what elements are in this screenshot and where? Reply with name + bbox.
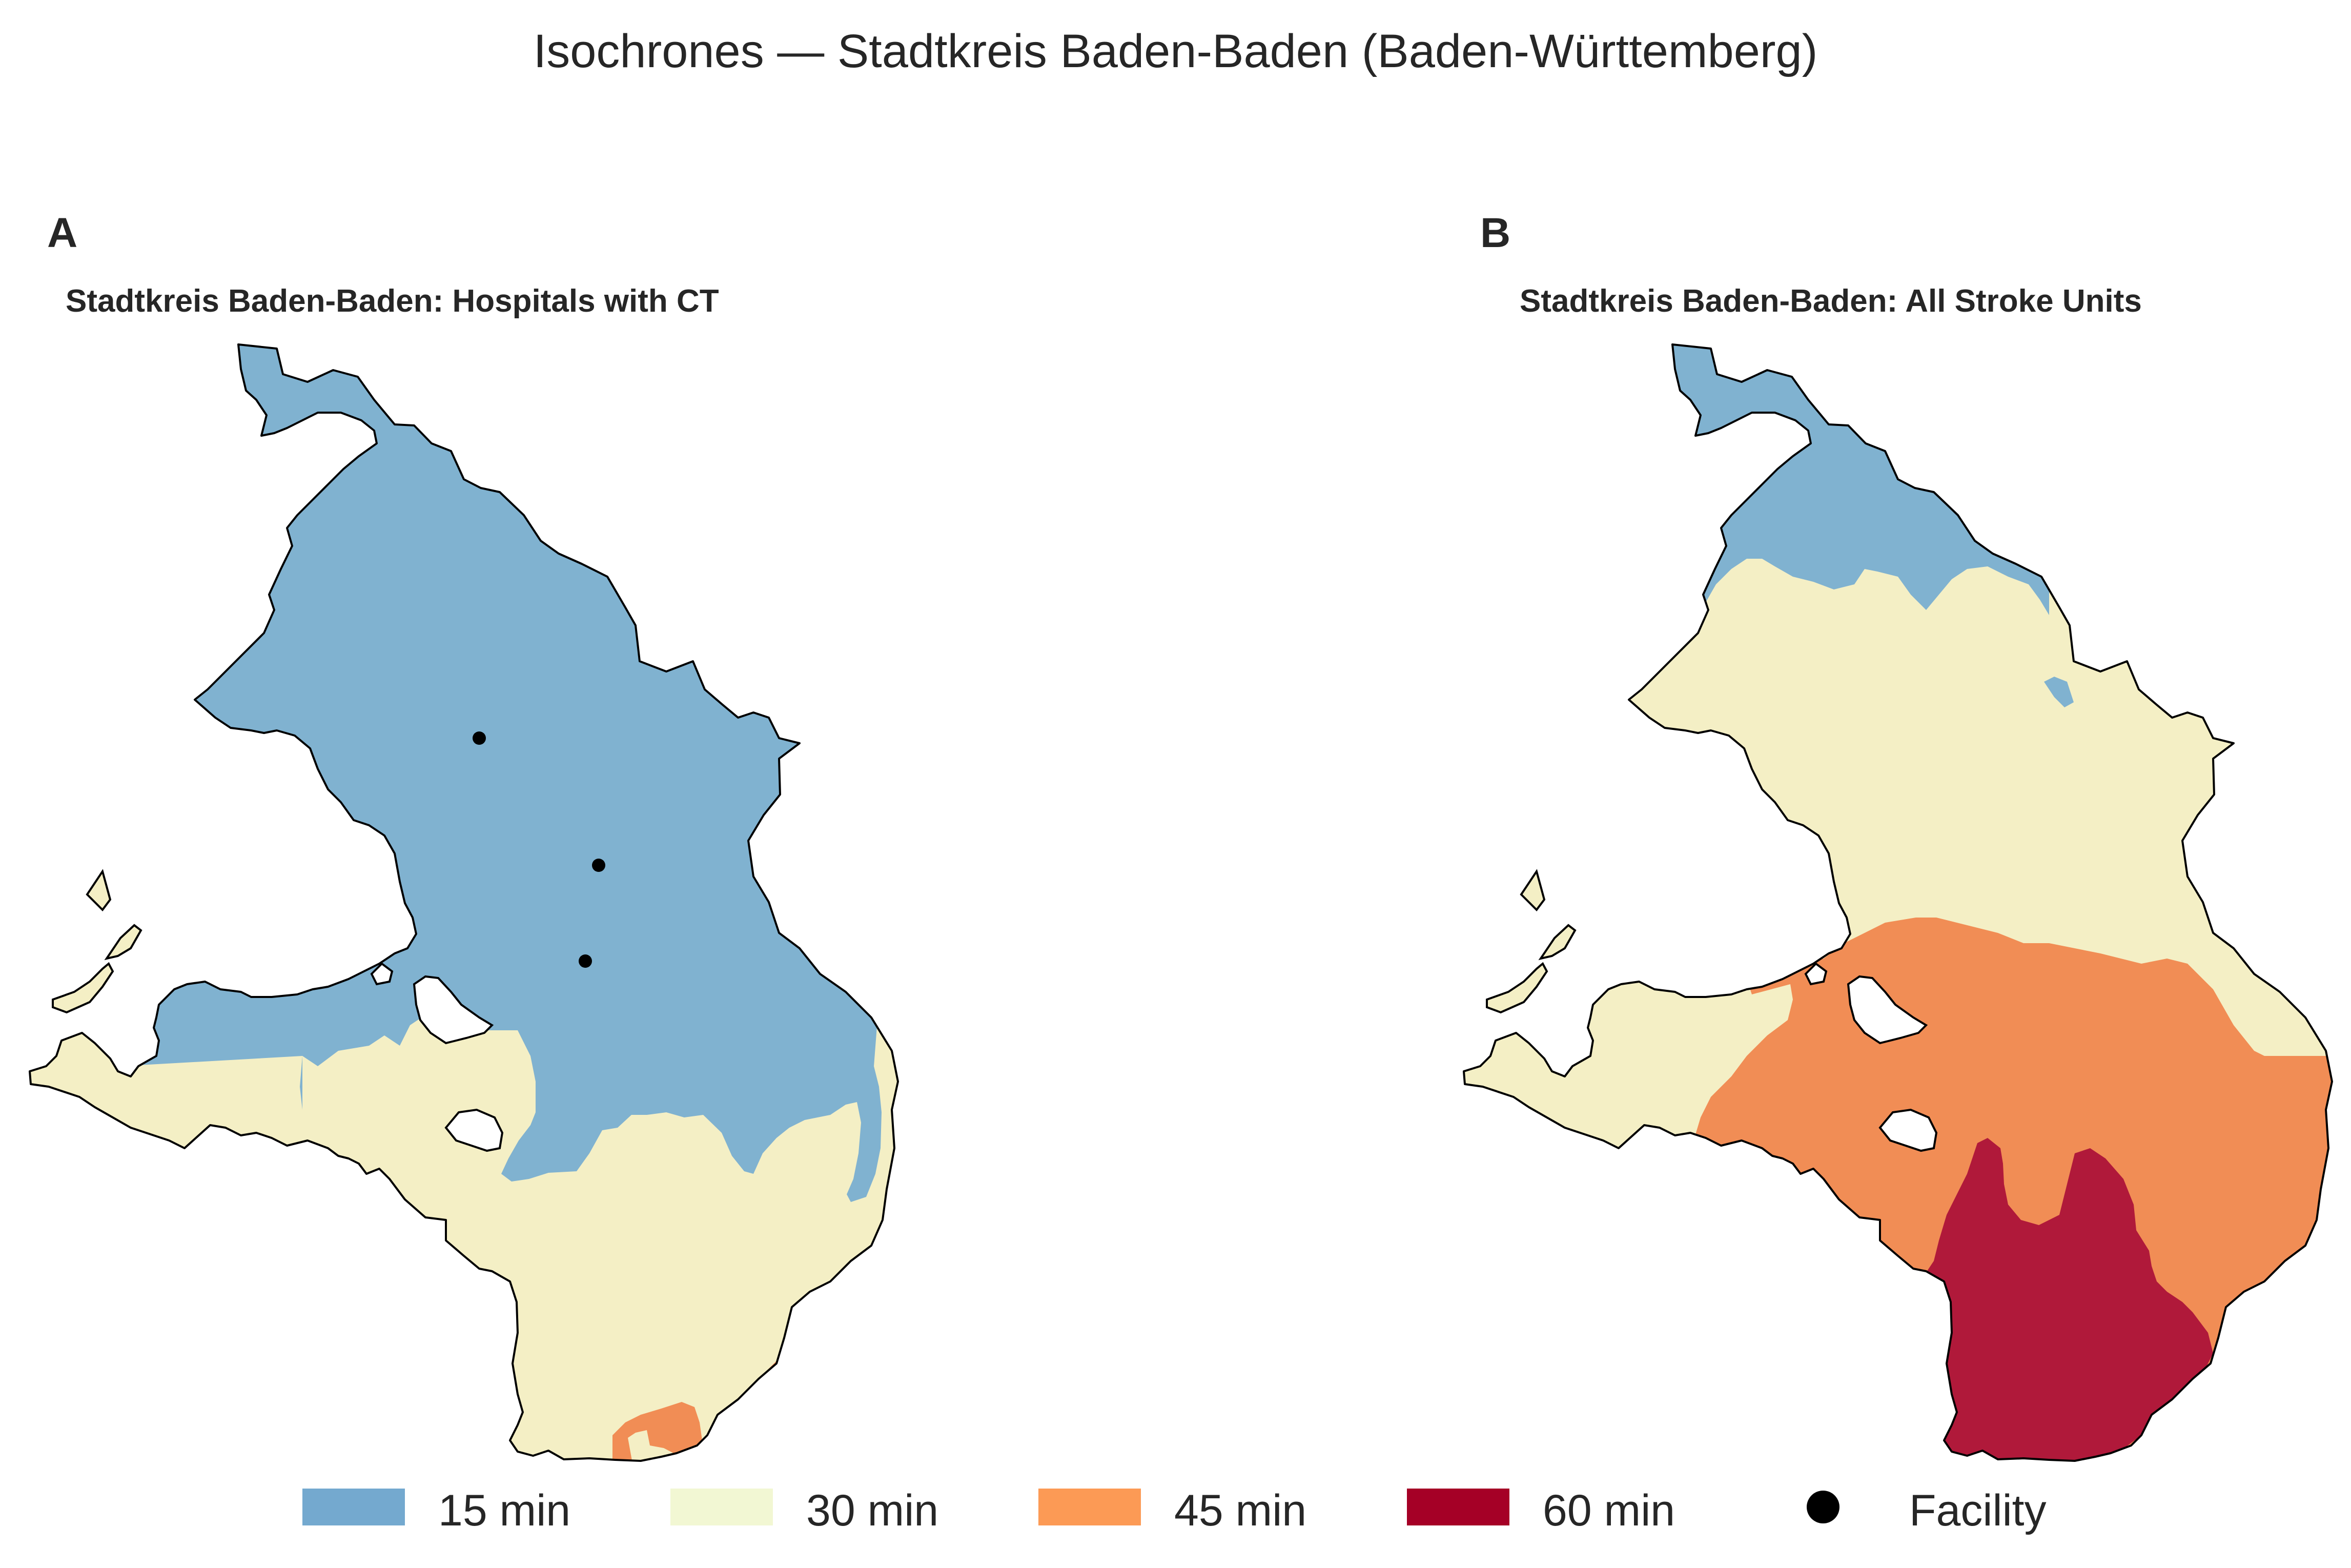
panel-a-island-2 bbox=[107, 925, 141, 959]
legend-swatch-15min bbox=[302, 1489, 405, 1525]
legend-swatch-30min bbox=[670, 1489, 773, 1525]
legend-label-15min: 15 min bbox=[438, 1485, 570, 1536]
legend-label-60min: 60 min bbox=[1543, 1485, 1675, 1536]
facility-marker bbox=[592, 859, 605, 872]
facility-marker bbox=[579, 954, 592, 968]
facility-marker bbox=[473, 731, 486, 745]
legend-label-facility: Facility bbox=[1909, 1485, 2047, 1536]
panel-a-island-3 bbox=[53, 964, 113, 1012]
legend-swatch-60min bbox=[1407, 1489, 1509, 1525]
panel-b-map bbox=[1434, 308, 2351, 1486]
panel-b-island-3 bbox=[1487, 964, 1547, 1012]
legend: 15 min 30 min 45 min 60 min Facility bbox=[0, 1476, 2351, 1543]
panel-b-zone-45min bbox=[1434, 912, 2351, 1486]
legend-label-45min: 45 min bbox=[1174, 1485, 1306, 1536]
panel-b-island-2 bbox=[1541, 925, 1575, 959]
legend-label-30min: 30 min bbox=[806, 1485, 938, 1536]
panel-a-island-1 bbox=[87, 871, 110, 910]
panel-a-zone-15min bbox=[0, 308, 974, 1486]
legend-swatch-45min bbox=[1038, 1489, 1141, 1525]
legend-facility-dot bbox=[1807, 1491, 1839, 1523]
panel-a-map bbox=[0, 308, 974, 1486]
panel-b-island-1 bbox=[1521, 871, 1544, 910]
